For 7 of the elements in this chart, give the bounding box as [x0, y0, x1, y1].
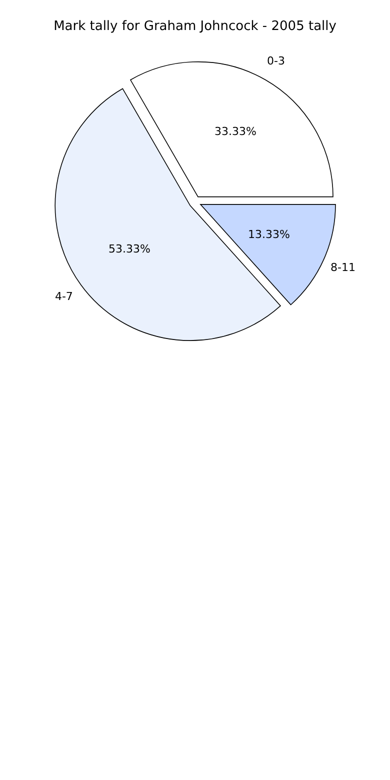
- data-label: 13.33%: [248, 228, 290, 241]
- slice-label: 0-3: [267, 54, 285, 68]
- data-label: 33.33%: [214, 124, 256, 138]
- slice-label: 8-11: [330, 260, 356, 274]
- data-label: 53.33%: [108, 242, 150, 256]
- slice-label: 4-7: [54, 290, 73, 304]
- chart-title: Mark tally for Graham Johncock - 2005 tally: [54, 19, 337, 34]
